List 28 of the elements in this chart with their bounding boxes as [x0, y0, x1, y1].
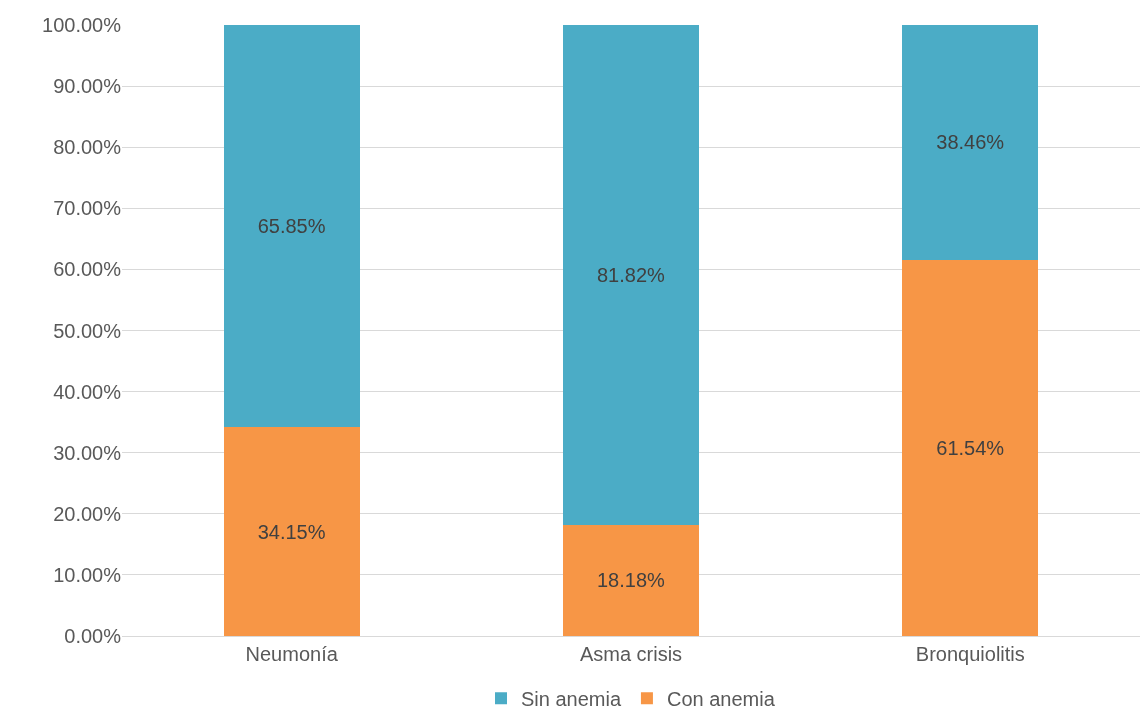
legend-label: Con anemia — [666, 688, 776, 711]
x-tick-label: Neumonía — [245, 643, 339, 666]
data-label: 38.46% — [936, 131, 1005, 154]
x-tick-label: Asma crisis — [579, 643, 683, 666]
data-label: 18.18% — [596, 569, 666, 592]
y-tick-label: 30.00% — [53, 441, 122, 464]
data-label: 34.15% — [257, 520, 326, 543]
x-tick-label: Bronquiolitis — [915, 643, 1025, 666]
y-tick-label: 100.00% — [42, 14, 122, 36]
y-tick-label: 20.00% — [53, 502, 122, 525]
bar — [902, 25, 1039, 260]
bar — [902, 259, 1039, 636]
y-tick-label: 60.00% — [53, 258, 122, 281]
bar — [223, 427, 360, 636]
y-tick-label: 70.00% — [53, 197, 122, 220]
legend-label: Sin anemia — [521, 688, 622, 711]
y-tick-label: 10.00% — [53, 563, 122, 586]
bar — [223, 25, 360, 428]
y-tick-label: 80.00% — [53, 136, 122, 159]
y-tick-label: 40.00% — [53, 380, 122, 403]
y-tick-label: 90.00% — [53, 75, 122, 98]
y-tick-label: 50.00% — [53, 319, 122, 342]
y-tick-label: 0.00% — [64, 625, 122, 647]
data-label: 61.54% — [936, 436, 1005, 459]
data-label: 65.85% — [257, 215, 326, 238]
bar — [563, 25, 699, 525]
bar — [563, 524, 699, 636]
data-label: 81.82% — [596, 263, 666, 286]
